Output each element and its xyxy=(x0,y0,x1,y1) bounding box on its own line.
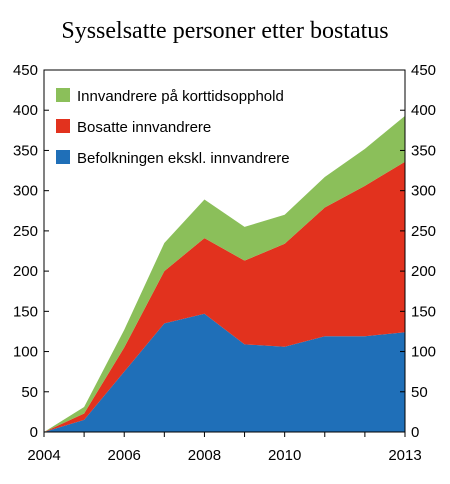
y-tick-label-left: 150 xyxy=(13,303,38,320)
x-tick-label: 2006 xyxy=(108,447,141,464)
x-tick-label: 2010 xyxy=(268,447,301,464)
y-tick-label-left: 300 xyxy=(13,183,38,200)
area-series-1 xyxy=(44,313,405,432)
y-tick-label-left: 400 xyxy=(13,102,38,119)
area-series-2 xyxy=(44,161,405,432)
axes: 0 0 50 50 100 100 150 150 200 200 250 250 300 300 350 3… xyxy=(13,62,436,464)
y-tick-label-right: 450 xyxy=(411,62,436,79)
y-tick-label-left: 250 xyxy=(13,223,38,240)
y-tick-label-left: 350 xyxy=(13,142,38,159)
y-tick-label-right: 200 xyxy=(411,263,436,280)
x-tick-label: 2013 xyxy=(388,447,421,464)
y-tick-label-left: 450 xyxy=(13,62,38,79)
area-series-3 xyxy=(44,115,405,432)
y-tick-label-right: 400 xyxy=(411,102,436,119)
chart-title: Sysselsatte personer etter bostatus xyxy=(61,18,388,44)
legend: Innvandrere på korttidsopphold Bosatte in… xyxy=(56,88,290,167)
legend-swatch xyxy=(56,88,70,102)
y-tick-label-right: 150 xyxy=(411,303,436,320)
y-tick-label-left: 100 xyxy=(13,344,38,361)
x-tick-label: 2004 xyxy=(27,447,60,464)
y-tick-label-right: 50 xyxy=(411,384,428,401)
plot-frame xyxy=(43,69,406,433)
y-tick-label-left: 0 xyxy=(30,424,38,441)
y-tick-label-left: 50 xyxy=(21,384,38,401)
legend-label: Befolkningen ekskl. innvandrere xyxy=(77,150,290,167)
y-tick-label-right: 300 xyxy=(411,183,436,200)
y-tick-label-right: 350 xyxy=(411,142,436,159)
legend-swatch xyxy=(56,119,70,133)
y-tick-label-left: 200 xyxy=(13,263,38,280)
y-tick-label-right: 250 xyxy=(411,223,436,240)
legend-swatch xyxy=(56,150,70,164)
y-tick-label-right: 0 xyxy=(411,424,419,441)
legend-label: Bosatte innvandrere xyxy=(77,119,211,136)
legend-label: Innvandrere på korttidsopphold xyxy=(77,88,284,105)
x-tick-label: 2008 xyxy=(188,447,221,464)
area-layers xyxy=(44,115,405,432)
y-tick-label-right: 100 xyxy=(411,344,436,361)
